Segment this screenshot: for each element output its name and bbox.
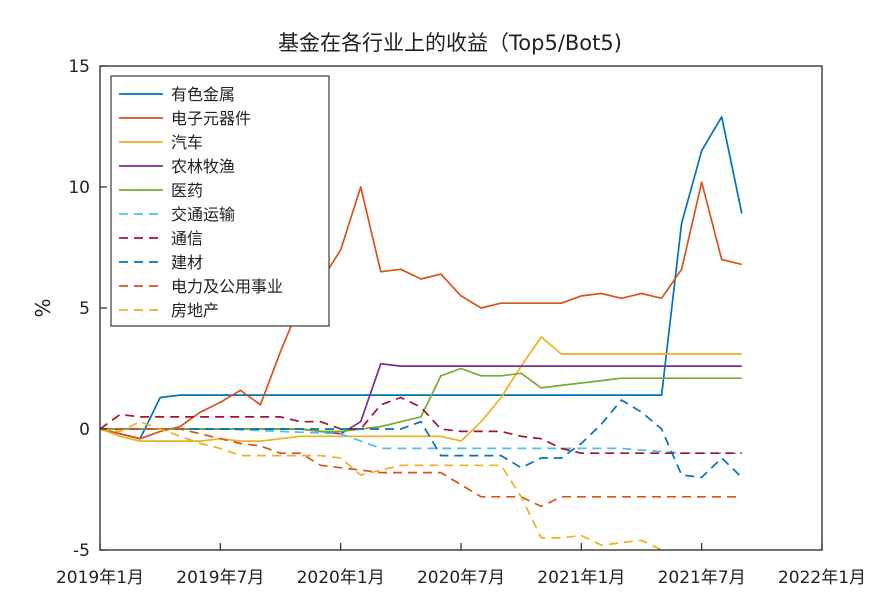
y-tick-label: 10	[68, 178, 90, 198]
plot-lines	[100, 115, 743, 550]
legend-label: 交通运输	[171, 205, 235, 224]
y-tick-label: -5	[73, 541, 90, 561]
legend-label: 农林牧渔	[171, 157, 235, 176]
y-tick-label: 0	[79, 420, 90, 440]
series-line-9	[100, 428, 742, 508]
y-axis: -5 0 5 10 15	[68, 57, 107, 561]
series-line-2	[100, 181, 742, 440]
x-tick-label: 2021年1月	[537, 568, 625, 588]
legend-label: 房地产	[171, 301, 219, 320]
y-axis-label: %	[31, 298, 55, 317]
legend-label: 电力及公用事业	[171, 277, 283, 296]
series-line-8	[100, 399, 743, 479]
x-axis: 2019年1月 2019年7月 2020年1月 2020年7月 2021年1月 2021年…	[56, 543, 866, 588]
legend-label: 医药	[171, 181, 203, 200]
legend-label: 通信	[171, 229, 203, 248]
y-tick-label: 15	[68, 57, 90, 77]
series-line-6	[100, 428, 742, 455]
series-line-7	[100, 396, 742, 455]
x-tick-label: 2019年1月	[56, 568, 144, 588]
legend-label: 有色金属	[171, 85, 235, 104]
legend-label: 汽车	[171, 133, 203, 152]
y-tick-label: 5	[79, 299, 90, 319]
series-line-3	[100, 336, 742, 442]
x-tick-label: 2019年7月	[176, 568, 264, 588]
x-tick-label: 2020年7月	[417, 568, 505, 588]
legend-label: 建材	[171, 253, 203, 272]
x-tick-label: 2021年7月	[658, 568, 746, 588]
series-line-10	[100, 420, 669, 550]
legend-label: 电子元器件	[171, 109, 251, 128]
chart-title: 基金在各行业上的收益（Top5/Bot5)	[278, 31, 622, 55]
x-tick-label: 2020年1月	[297, 568, 385, 588]
x-tick-label: 2022年1月	[778, 568, 866, 588]
